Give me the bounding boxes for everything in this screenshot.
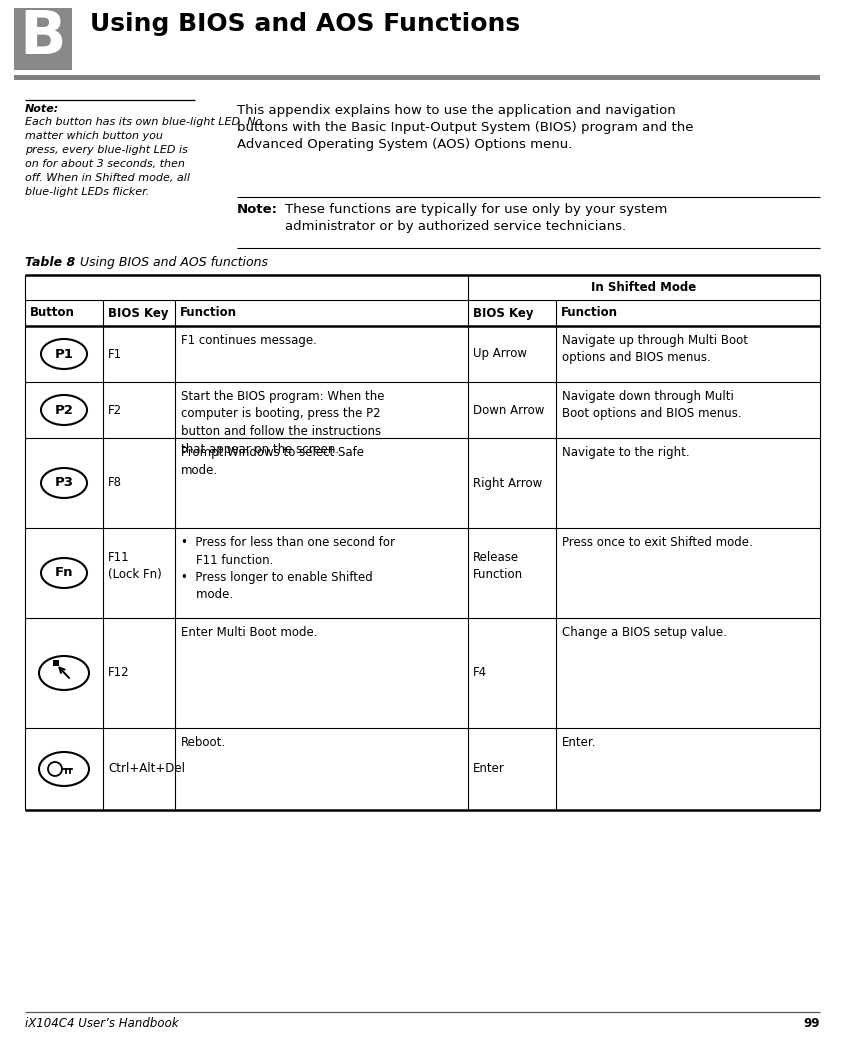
Text: F8: F8 xyxy=(108,477,122,489)
Text: P3: P3 xyxy=(55,477,73,489)
Text: Start the BIOS program: When the
computer is booting, press the P2
button and fo: Start the BIOS program: When the compute… xyxy=(181,390,384,455)
Text: F12: F12 xyxy=(108,666,130,680)
Text: •  Press for less than one second for
    F11 function.
•  Press longer to enabl: • Press for less than one second for F11… xyxy=(181,536,395,602)
Text: Using BIOS and AOS Functions: Using BIOS and AOS Functions xyxy=(90,12,520,36)
Text: Press once to exit Shifted mode.: Press once to exit Shifted mode. xyxy=(562,536,753,549)
Text: Up Arrow: Up Arrow xyxy=(473,347,527,361)
Text: Function: Function xyxy=(561,307,618,320)
Text: Down Arrow: Down Arrow xyxy=(473,403,545,417)
Text: BIOS Key: BIOS Key xyxy=(473,307,534,320)
Text: F1: F1 xyxy=(108,347,122,361)
Text: These functions are typically for use only by your system: These functions are typically for use on… xyxy=(285,203,668,216)
Text: matter which button you: matter which button you xyxy=(25,131,163,141)
FancyBboxPatch shape xyxy=(14,8,72,70)
Text: F1 continues message.: F1 continues message. xyxy=(181,334,317,347)
Text: buttons with the Basic Input-Output System (BIOS) program and the: buttons with the Basic Input-Output Syst… xyxy=(237,121,694,134)
Text: F2: F2 xyxy=(108,403,122,417)
Text: Each button has its own blue-light LED. No: Each button has its own blue-light LED. … xyxy=(25,117,262,127)
Text: Navigate up through Multi Boot
options and BIOS menus.: Navigate up through Multi Boot options a… xyxy=(562,334,748,365)
Text: P1: P1 xyxy=(55,347,73,361)
Text: Button: Button xyxy=(30,307,75,320)
Text: Change a BIOS setup value.: Change a BIOS setup value. xyxy=(562,627,727,639)
Text: BIOS Key: BIOS Key xyxy=(108,307,169,320)
Text: Function: Function xyxy=(180,307,237,320)
Text: Navigate down through Multi
Boot options and BIOS menus.: Navigate down through Multi Boot options… xyxy=(562,390,742,421)
Bar xyxy=(14,75,820,80)
Text: Ctrl+Alt+Del: Ctrl+Alt+Del xyxy=(108,763,185,775)
Text: blue-light LEDs flicker.: blue-light LEDs flicker. xyxy=(25,187,149,197)
Text: administrator or by authorized service technicians.: administrator or by authorized service t… xyxy=(285,220,626,233)
Text: Advanced Operating System (AOS) Options menu.: Advanced Operating System (AOS) Options … xyxy=(237,138,572,151)
Text: This appendix explains how to use the application and navigation: This appendix explains how to use the ap… xyxy=(237,104,676,117)
Text: off. When in Shifted mode, all: off. When in Shifted mode, all xyxy=(25,174,190,183)
Text: on for about 3 seconds, then: on for about 3 seconds, then xyxy=(25,159,185,169)
Text: Navigate to the right.: Navigate to the right. xyxy=(562,446,690,459)
Text: Using BIOS and AOS functions: Using BIOS and AOS functions xyxy=(80,256,268,269)
Text: iX104C4 User’s Handbook: iX104C4 User’s Handbook xyxy=(25,1017,179,1030)
Text: Enter: Enter xyxy=(473,763,505,775)
Text: Prompt Windows to select Safe
mode.: Prompt Windows to select Safe mode. xyxy=(181,446,364,477)
Text: press, every blue-light LED is: press, every blue-light LED is xyxy=(25,145,188,155)
Text: 99: 99 xyxy=(803,1017,820,1030)
Text: F11
(Lock Fn): F11 (Lock Fn) xyxy=(108,551,162,581)
Text: Reboot.: Reboot. xyxy=(181,736,226,749)
Text: Enter.: Enter. xyxy=(562,736,597,749)
Text: Right Arrow: Right Arrow xyxy=(473,477,542,489)
Text: Note:: Note: xyxy=(25,104,59,114)
Text: Enter Multi Boot mode.: Enter Multi Boot mode. xyxy=(181,627,318,639)
Text: F4: F4 xyxy=(473,666,487,680)
Text: Fn: Fn xyxy=(55,566,73,580)
Text: P2: P2 xyxy=(55,403,73,417)
Text: In Shifted Mode: In Shifted Mode xyxy=(592,281,696,294)
Text: Release
Function: Release Function xyxy=(473,551,524,581)
Text: Table 8: Table 8 xyxy=(25,256,75,269)
Text: Note:: Note: xyxy=(237,203,278,216)
Bar xyxy=(53,660,59,666)
Text: B: B xyxy=(19,7,67,66)
